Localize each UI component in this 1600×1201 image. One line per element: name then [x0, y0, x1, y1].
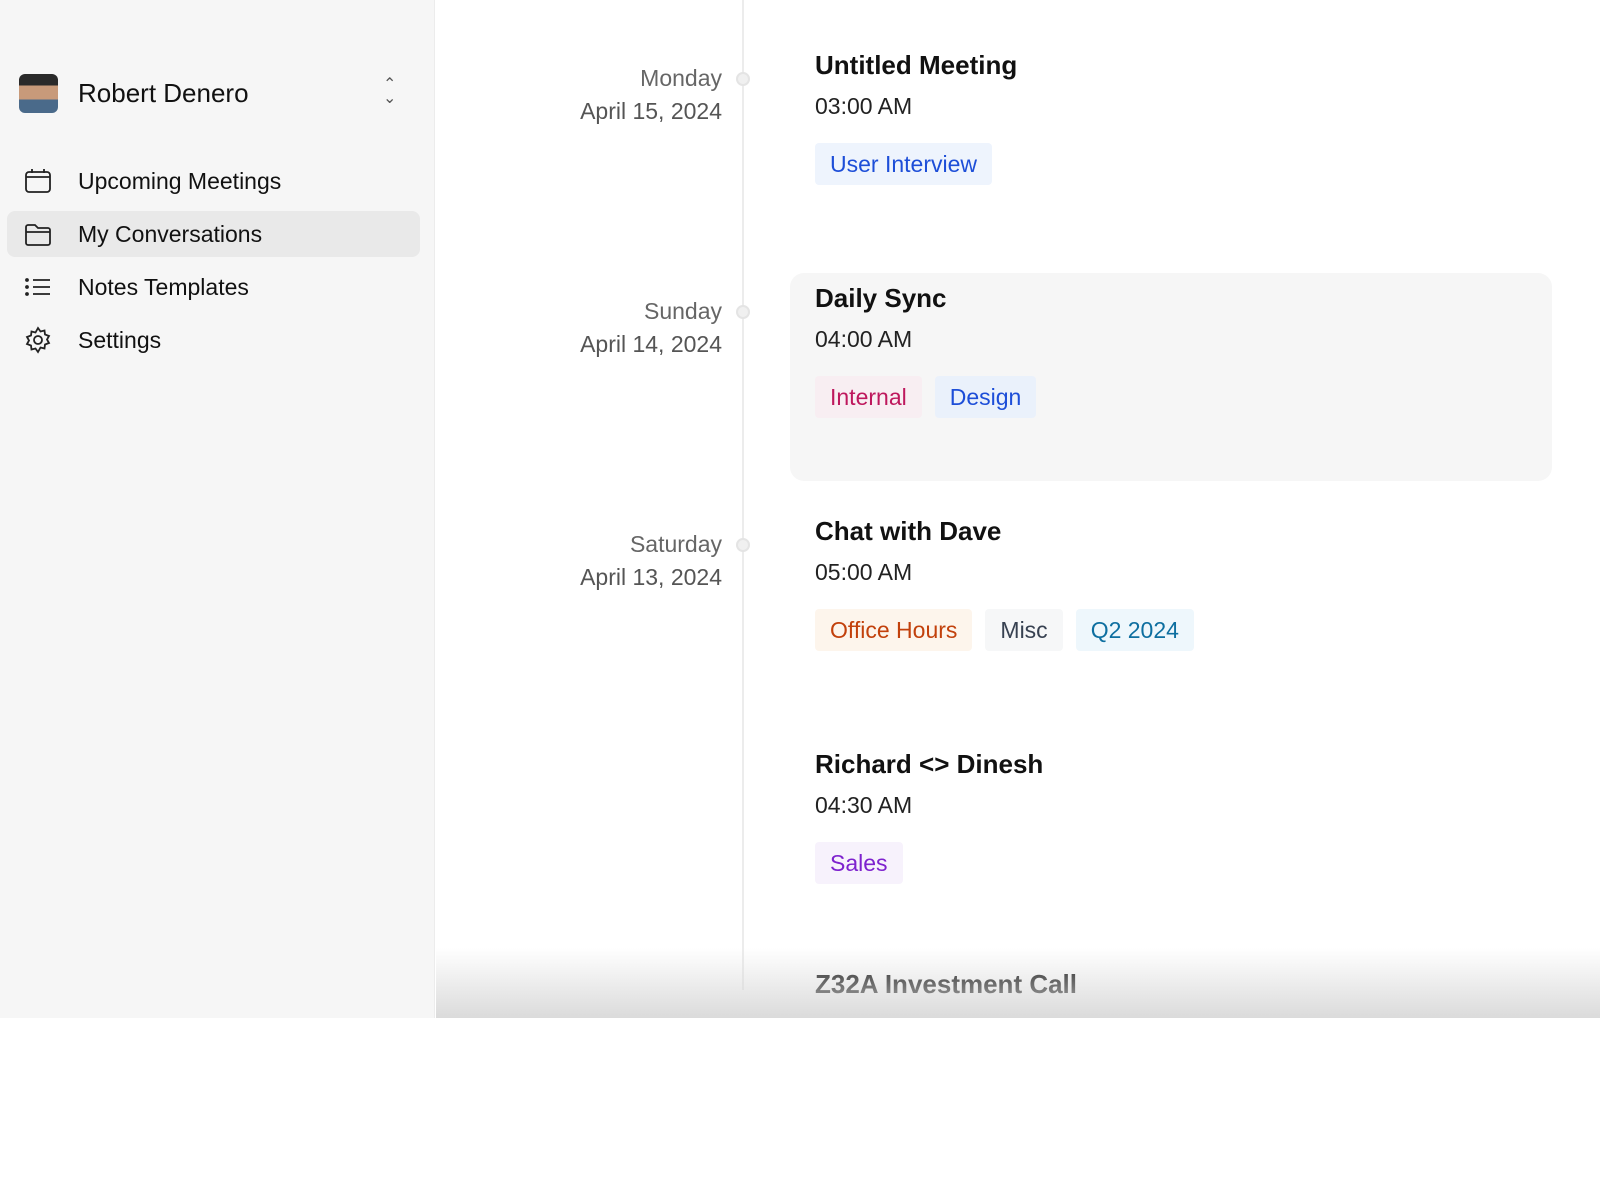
tag-badge[interactable]: User Interview — [815, 143, 992, 185]
gear-icon — [25, 326, 51, 354]
meeting-entry[interactable]: Saturday April 13, 2024 Chat with Dave 05:0… — [436, 516, 1600, 748]
user-name: Robert Denero — [78, 78, 249, 108]
meeting-tags: User Interview — [815, 143, 992, 185]
avatar — [19, 74, 58, 113]
tag-badge[interactable]: Misc — [985, 609, 1063, 651]
meeting-entry[interactable]: Richard <> Dinesh 04:30 AM Sales — [436, 749, 1600, 981]
sidebar-item-label: My Conversations — [78, 220, 263, 247]
meeting-title[interactable]: Daily Sync — [815, 283, 947, 313]
sidebar-item-my-conversations[interactable]: My Conversations — [7, 211, 420, 257]
sidebar-item-label: Upcoming Meetings — [78, 167, 282, 194]
meeting-date: Saturday April 13, 2024 — [580, 528, 722, 594]
meeting-time: 04:00 AM — [815, 326, 913, 352]
timeline-dot — [736, 305, 750, 319]
meeting-title[interactable]: Richard <> Dinesh — [815, 749, 1044, 779]
meeting-date: Monday April 15, 2024 — [580, 62, 722, 128]
timeline-line — [742, 0, 744, 990]
meeting-full-date: April 14, 2024 — [580, 331, 722, 357]
meeting-weekday: Saturday — [629, 531, 722, 557]
meeting-time: 04:30 AM — [815, 792, 913, 818]
meeting-full-date: April 15, 2024 — [580, 98, 722, 124]
sidebar: Robert Denero ⌃ ⌄ Upcoming Meetings My Co… — [0, 0, 435, 1018]
sidebar-item-notes-templates[interactable]: Notes Templates — [7, 264, 420, 310]
bottom-fade — [436, 948, 1600, 1018]
timeline-dot — [736, 72, 750, 86]
meeting-time: 03:00 AM — [815, 93, 913, 119]
sidebar-item-label: Notes Templates — [78, 273, 249, 300]
meeting-weekday: Sunday — [643, 298, 722, 324]
tag-badge[interactable]: Office Hours — [815, 609, 973, 651]
meeting-date: Sunday April 14, 2024 — [580, 295, 722, 361]
meeting-entry[interactable]: Sunday April 14, 2024 Daily Sync 04:00 AM In… — [436, 273, 1600, 515]
timeline-dot — [736, 538, 750, 552]
chevron-up-down-icon[interactable]: ⌃ ⌄ — [383, 76, 397, 107]
tag-badge[interactable]: Design — [934, 376, 1037, 418]
meeting-time: 05:00 AM — [815, 559, 913, 585]
sidebar-item-label: Settings — [78, 326, 162, 353]
list-icon — [25, 278, 50, 296]
account-switcher[interactable]: Robert Denero ⌃ ⌄ — [19, 74, 419, 113]
meeting-full-date: April 13, 2024 — [580, 564, 722, 590]
folder-icon — [25, 224, 51, 246]
meeting-weekday: Monday — [640, 65, 722, 91]
meeting-tags: Office Hours Misc Q2 2024 — [815, 609, 1194, 651]
tag-badge[interactable]: Sales — [815, 842, 903, 884]
conversations-timeline: Monday April 15, 2024 Untitled Meeting 03:0… — [436, 0, 1600, 1018]
tag-badge[interactable]: Q2 2024 — [1075, 609, 1194, 651]
tag-badge[interactable]: Internal — [815, 376, 922, 418]
meeting-title[interactable]: Chat with Dave — [815, 516, 1002, 546]
meeting-tags: Internal Design — [815, 376, 1037, 418]
meeting-tags: Sales — [815, 842, 903, 884]
meeting-entry[interactable]: Monday April 15, 2024 Untitled Meeting 03:0… — [436, 50, 1600, 282]
calendar-icon — [25, 169, 51, 193]
meeting-title[interactable]: Untitled Meeting — [815, 50, 1018, 80]
sidebar-nav: Upcoming Meetings My Conversations Notes… — [7, 158, 420, 370]
sidebar-item-upcoming-meetings[interactable]: Upcoming Meetings — [7, 158, 420, 204]
sidebar-item-settings[interactable]: Settings — [7, 317, 420, 363]
